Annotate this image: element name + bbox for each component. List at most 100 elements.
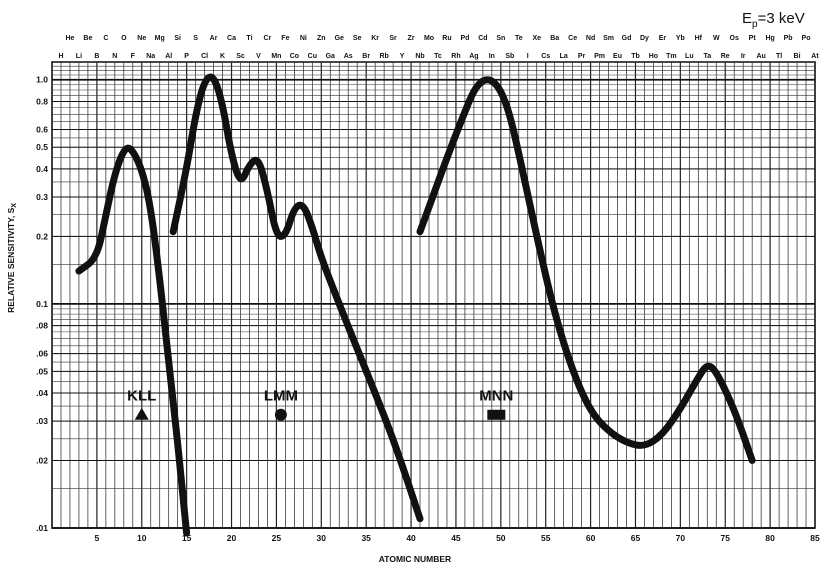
- element-symbol: I: [527, 53, 529, 60]
- element-symbol: Ce: [568, 35, 577, 42]
- y-tick-label: 0.2: [36, 231, 48, 241]
- element-symbol: Cu: [308, 53, 317, 60]
- plot-grid: [51, 61, 816, 529]
- x-tick-label: 40: [406, 533, 416, 543]
- element-symbol: Se: [353, 35, 362, 42]
- element-symbol: Mg: [155, 35, 165, 42]
- element-symbol: La: [560, 53, 568, 60]
- element-symbol: Re: [721, 53, 730, 60]
- sensitivity-curves: [75, 73, 756, 537]
- x-tick-label: 65: [631, 533, 641, 543]
- element-symbol: Ag: [469, 53, 478, 60]
- y-tick-label: .04: [36, 388, 48, 398]
- y-tick-label: 0.4: [36, 164, 48, 174]
- y-tick-label: 0.6: [36, 124, 48, 134]
- element-symbol: Po: [802, 35, 811, 42]
- element-symbols-bottom-row: H Li B N F Na Al P Cl K Sc V Mn Co Cu Ga As Br Rb Y Nb Tc Rh Ag…: [58, 53, 819, 60]
- triangle-marker: [134, 407, 149, 420]
- element-symbol: Ta: [703, 53, 711, 60]
- element-symbol: Os: [730, 35, 739, 42]
- element-symbol: Mo: [424, 35, 434, 42]
- element-symbol: Tc: [434, 53, 442, 60]
- y-tick-label: .03: [36, 416, 48, 426]
- y-tick-label: .02: [36, 456, 48, 466]
- element-symbol: Dy: [640, 35, 649, 42]
- element-symbol: Ar: [210, 35, 218, 42]
- y-tick-label: .08: [36, 321, 48, 331]
- element-symbol: Nd: [586, 35, 595, 42]
- element-symbol: Tl: [776, 53, 782, 60]
- x-tick-label: 80: [765, 533, 775, 543]
- element-symbol: Nb: [415, 53, 424, 60]
- element-symbol: Fe: [281, 35, 289, 42]
- x-tick-label: 45: [451, 533, 461, 543]
- element-symbol: Ca: [227, 35, 236, 42]
- element-symbol: Na: [146, 53, 155, 60]
- element-symbol: Pd: [460, 35, 469, 42]
- element-symbol: Tm: [666, 53, 677, 60]
- x-axis-tick-labels: 5 10 15 20 25 30 35 40 45 50 55 60 65 70 75 80 85: [95, 533, 820, 543]
- element-symbol: Rh: [451, 53, 460, 60]
- element-symbol: Hg: [765, 35, 774, 42]
- element-symbol: He: [65, 35, 74, 42]
- element-symbols-top-row: He Be C O Ne Mg Si S Ar Ca Ti Cr Fe Ni Zn Ge Se Kr Sr Zr Mo R…: [65, 35, 810, 42]
- x-tick-label: 85: [810, 533, 820, 543]
- element-symbol: Kr: [371, 35, 379, 42]
- element-symbol: Br: [362, 53, 370, 60]
- element-symbol: Cd: [478, 35, 487, 42]
- element-symbol: Sn: [496, 35, 505, 42]
- element-symbol: Ru: [442, 35, 451, 42]
- x-axis-label: ATOMIC NUMBER: [379, 554, 451, 564]
- beam-energy-annotation: Ep=3 keV: [742, 10, 805, 30]
- series-label-kll: KLL: [127, 388, 156, 405]
- x-tick-label: 20: [227, 533, 237, 543]
- element-symbol: Cr: [264, 35, 272, 42]
- series-markers: KLL LMM MNN: [127, 388, 513, 421]
- element-symbol: Ho: [649, 53, 658, 60]
- element-symbol: Bi: [794, 53, 801, 60]
- element-symbol: Ge: [335, 35, 344, 42]
- element-symbol: Co: [290, 53, 299, 60]
- y-tick-label: .06: [36, 349, 48, 359]
- element-symbol: Tb: [631, 53, 640, 60]
- element-symbol: Y: [400, 53, 405, 60]
- element-symbol: K: [220, 53, 225, 60]
- element-symbol: Te: [515, 35, 523, 42]
- element-symbol: O: [121, 35, 127, 42]
- element-symbol: Si: [174, 35, 181, 42]
- element-symbol: At: [811, 53, 819, 60]
- element-symbol: Xe: [532, 35, 541, 42]
- element-symbol: Zr: [408, 35, 415, 42]
- element-symbol: Cs: [541, 53, 550, 60]
- series-label-mnn: MNN: [479, 388, 513, 405]
- x-tick-label: 35: [361, 533, 371, 543]
- element-symbol: Pm: [594, 53, 605, 60]
- x-tick-label: 10: [137, 533, 147, 543]
- element-symbol: V: [256, 53, 261, 60]
- y-tick-label: 1.0: [36, 75, 48, 85]
- x-tick-label: 60: [586, 533, 596, 543]
- series-line-mnn: [416, 76, 756, 464]
- element-symbol: Mn: [271, 53, 281, 60]
- element-symbol: C: [103, 35, 108, 42]
- element-symbol: Sc: [236, 53, 245, 60]
- element-symbol: Sr: [389, 35, 397, 42]
- x-tick-label: 70: [676, 533, 686, 543]
- element-symbol: W: [713, 35, 720, 42]
- element-symbol: Li: [76, 53, 82, 60]
- element-symbol: Hf: [695, 35, 703, 42]
- y-tick-label: .05: [36, 366, 48, 376]
- y-tick-label: 0.3: [36, 192, 48, 202]
- element-symbol: Zn: [317, 35, 326, 42]
- element-symbol: N: [112, 53, 117, 60]
- element-symbol: S: [193, 35, 198, 42]
- element-symbol: Gd: [622, 35, 632, 42]
- element-symbol: Er: [659, 35, 667, 42]
- y-axis-tick-labels: .01 .02 .03 .04 .05 .06 .08 0.1 0.2 0.3 0.4 0.5 0.6 0…: [36, 75, 48, 533]
- element-symbol: Lu: [685, 53, 694, 60]
- element-symbol: Ne: [137, 35, 146, 42]
- y-tick-label: 0.8: [36, 96, 48, 106]
- y-tick-label: 0.1: [36, 299, 48, 309]
- series-line-lmm: [169, 73, 424, 523]
